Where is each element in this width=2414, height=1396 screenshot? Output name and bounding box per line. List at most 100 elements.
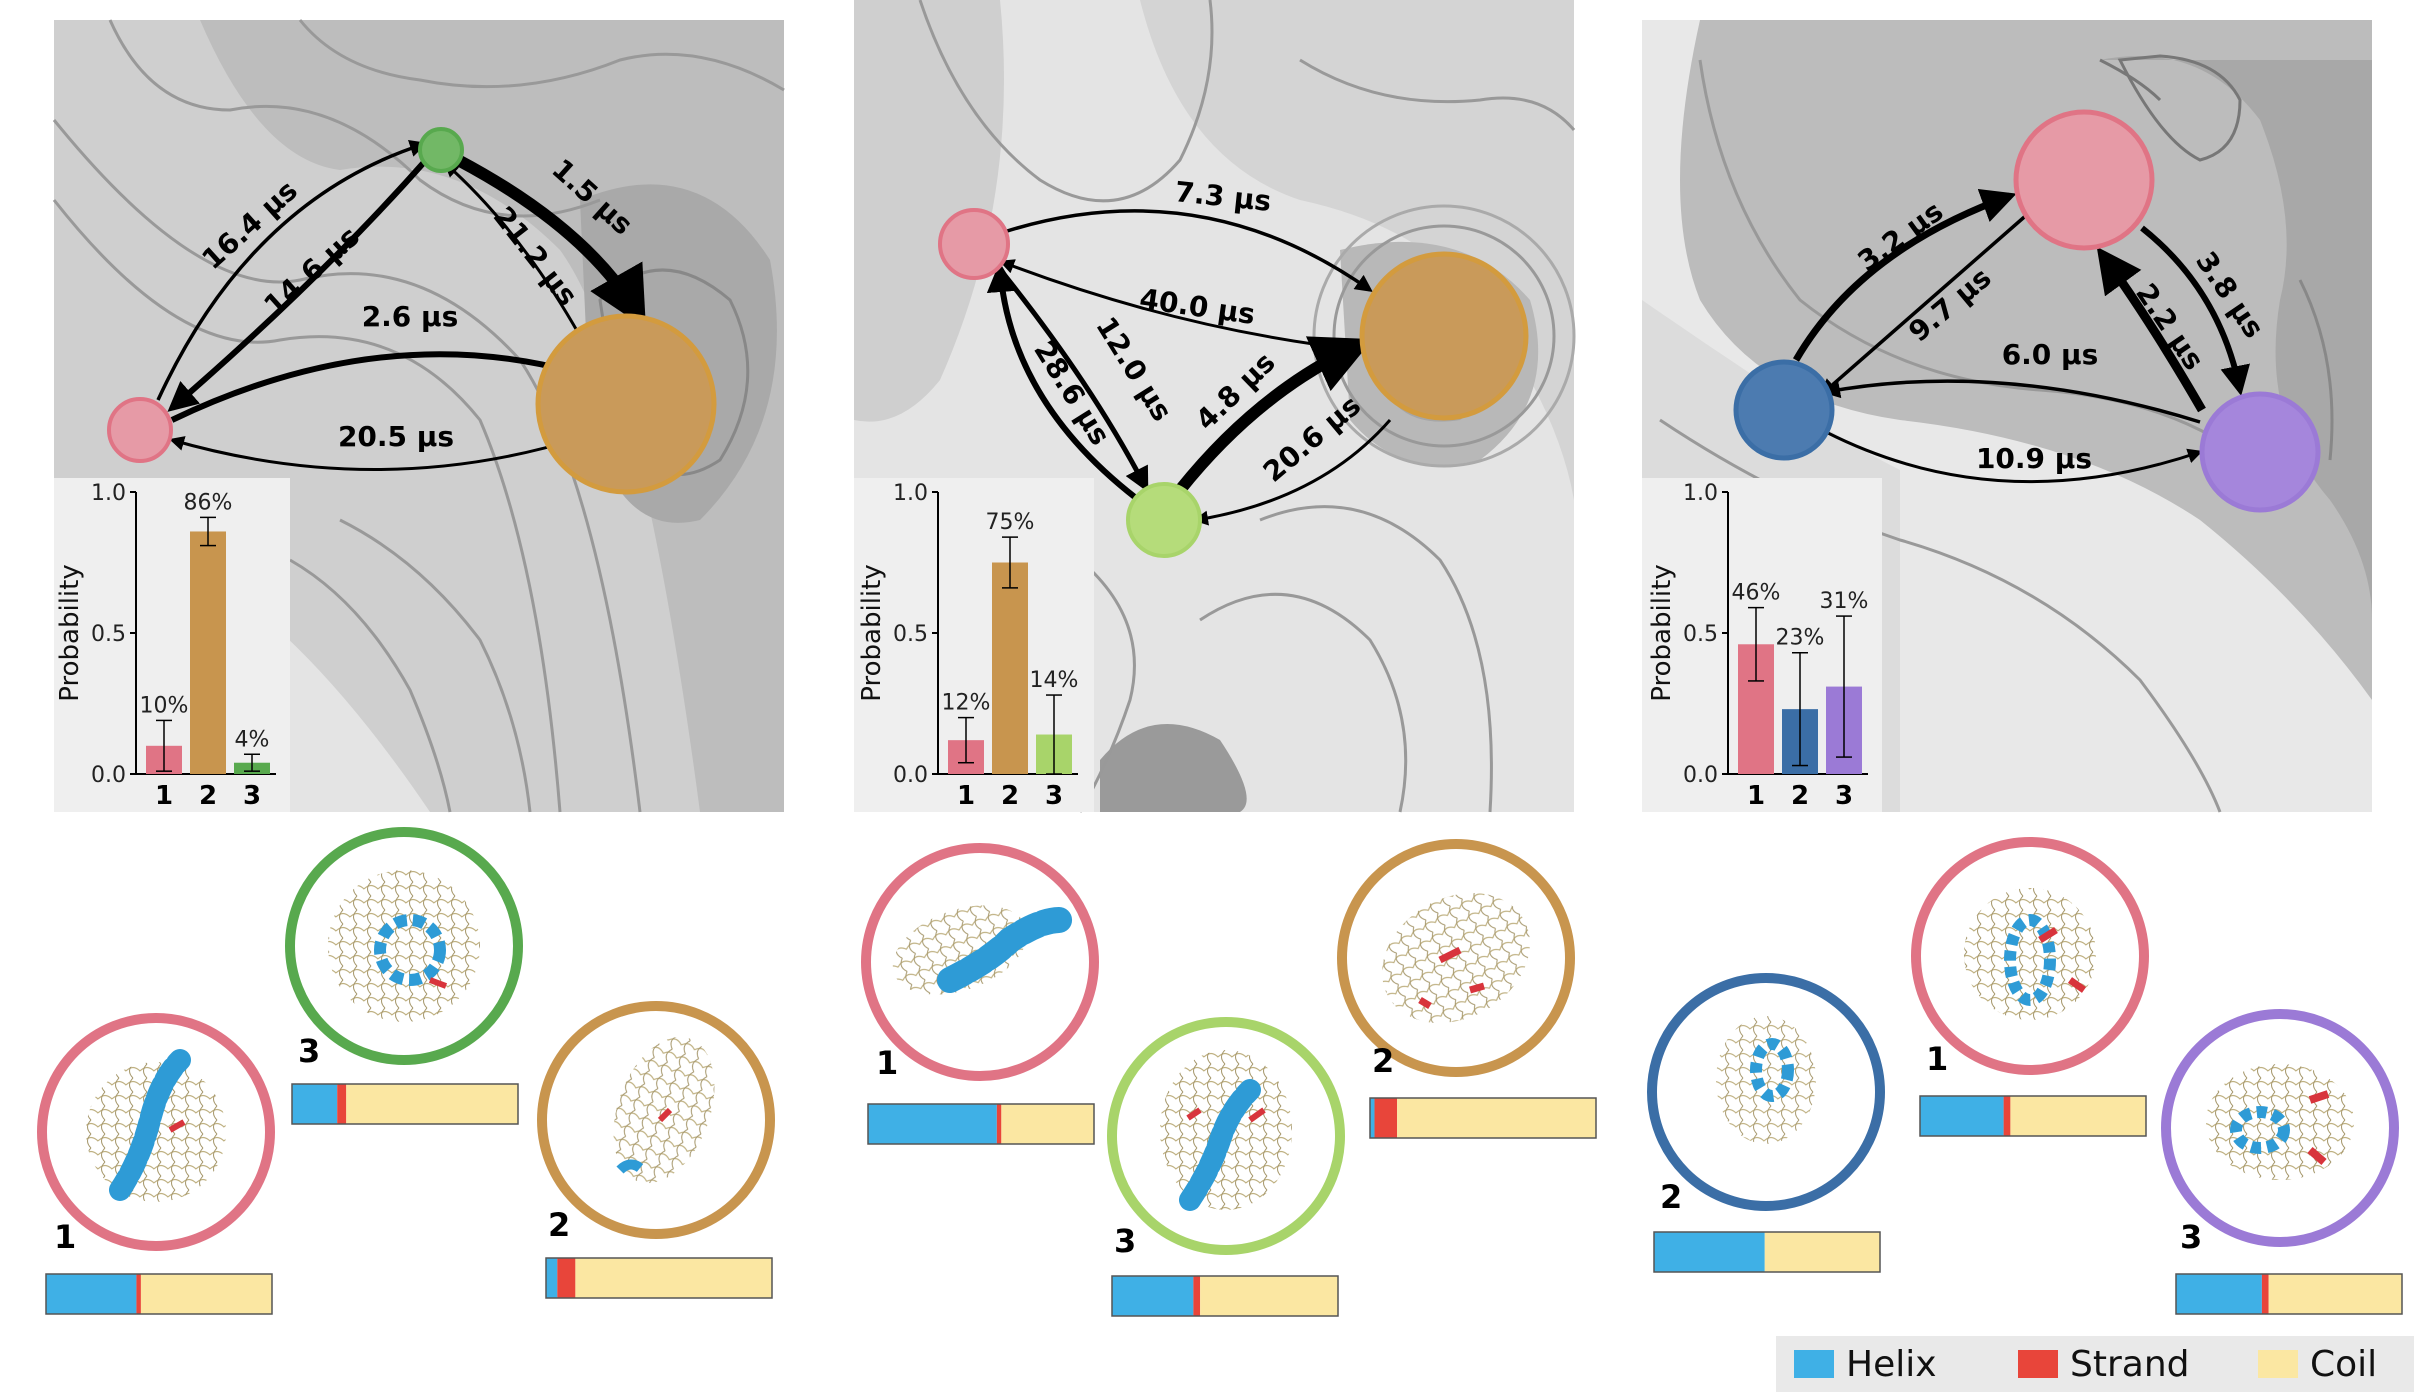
ss-bar-outline bbox=[1111, 1275, 1339, 1317]
coil-segment bbox=[575, 1258, 772, 1298]
y-tick-label: 0.0 bbox=[893, 763, 928, 788]
secondary-structure-bar bbox=[1111, 1275, 1339, 1317]
legend-label-helix: Helix bbox=[1846, 1343, 1937, 1385]
probability-bar bbox=[992, 562, 1028, 774]
transition-edges-2 bbox=[986, 209, 1392, 526]
y-tick-label: 0.5 bbox=[91, 622, 126, 647]
protein-ensemble-image bbox=[1964, 888, 2096, 1020]
x-tick-label: 3 bbox=[1835, 781, 1853, 811]
ss-bar-outline bbox=[867, 1103, 1095, 1145]
helix-segment bbox=[1370, 1098, 1375, 1138]
helix-segment bbox=[2176, 1274, 2262, 1314]
x-tick-label: 1 bbox=[957, 781, 975, 811]
protein-ensemble-image bbox=[1716, 1016, 1816, 1144]
secondary-structure-bar bbox=[1919, 1095, 2147, 1137]
panel-2: 7.3 µs 40.0 µs 12.0 µs 28.6 µs 4.8 µs 20… bbox=[854, 0, 1597, 1317]
edge-2-to-1 bbox=[169, 436, 581, 471]
ss-bar-outline bbox=[2175, 1273, 2403, 1315]
edge-label: 6.0 µs bbox=[2002, 338, 2099, 371]
y-axis-label: Probability bbox=[55, 564, 85, 701]
ss-bar-outline bbox=[291, 1083, 519, 1125]
coil-segment bbox=[2268, 1274, 2402, 1314]
structure-label: 2 bbox=[1372, 1042, 1394, 1080]
edge-1-to-3 bbox=[2140, 225, 2250, 396]
secondary-structure-bar bbox=[291, 1083, 519, 1125]
y-tick-label: 0.0 bbox=[1683, 763, 1718, 788]
secondary-structure-bar bbox=[867, 1103, 1095, 1145]
coil-swatch bbox=[2258, 1350, 2298, 1378]
state-node-2 bbox=[1733, 359, 1835, 461]
panel-3: 3.2 µs 9.7 µs 3.8 µs 2.2 µs 6.0 µs 10.9 … bbox=[1642, 20, 2403, 1315]
bar-value-label: 4% bbox=[235, 727, 270, 752]
probability-chart-2: 0.0 0.5 1.0 Probability 12% 1 75% 2 14% 3 bbox=[854, 478, 1094, 812]
secondary-structure-bar bbox=[1369, 1097, 1597, 1139]
bar-value-label: 14% bbox=[1030, 668, 1079, 693]
edge-2-to-3 bbox=[1193, 419, 1392, 526]
protein-ensemble-image bbox=[892, 905, 1073, 995]
structure-cluster-1: 1 bbox=[37, 1013, 275, 1315]
edge-label: 10.9 µs bbox=[1976, 442, 2092, 475]
helix-segment bbox=[868, 1104, 997, 1144]
edge-3-to-1 bbox=[167, 158, 429, 412]
probability-bar bbox=[190, 531, 226, 774]
helix-segment bbox=[1654, 1232, 1765, 1272]
x-tick-label: 2 bbox=[1791, 781, 1809, 811]
protein-ensemble-image bbox=[1160, 1050, 1292, 1211]
strand-segment bbox=[2261, 1274, 2269, 1314]
y-tick-label: 0.0 bbox=[91, 763, 126, 788]
structure-cluster-3: 3 bbox=[285, 827, 523, 1125]
edge-3-to-1 bbox=[2096, 246, 2206, 413]
state-node-3 bbox=[2199, 391, 2321, 513]
helix-segment bbox=[46, 1274, 137, 1314]
state-node-1 bbox=[107, 397, 173, 463]
y-tick-label: 0.5 bbox=[893, 622, 928, 647]
strand-segment bbox=[337, 1084, 347, 1124]
protein-ensemble-image bbox=[328, 870, 480, 1022]
state-node-3 bbox=[1126, 482, 1202, 558]
coil-segment bbox=[140, 1274, 272, 1314]
edge-1-to-2 bbox=[1003, 209, 1373, 293]
structure-label: 2 bbox=[548, 1206, 570, 1244]
protein-ensemble-image bbox=[1382, 893, 1530, 1023]
edge-3-to-1 bbox=[986, 262, 1138, 501]
structure-cluster-1: 1 bbox=[1911, 837, 2149, 1137]
structure-cluster-3: 3 bbox=[2161, 1009, 2403, 1315]
helix-segment bbox=[1112, 1276, 1194, 1316]
secondary-structure-bar bbox=[1653, 1231, 1881, 1273]
legend-label-strand: Strand bbox=[2070, 1343, 2190, 1385]
edge-1-to-3 bbox=[992, 260, 1149, 493]
coil-segment bbox=[1397, 1098, 1596, 1138]
secondary-structure-bar bbox=[45, 1273, 273, 1315]
state-node-1 bbox=[938, 208, 1010, 280]
legend-item-strand: Strand bbox=[2018, 1342, 2190, 1386]
secondary-structure-bar bbox=[545, 1257, 773, 1299]
protein-ensemble-image bbox=[86, 1049, 226, 1202]
structure-cluster-2: 2 bbox=[1647, 973, 1885, 1273]
y-axis-label: Probability bbox=[857, 564, 887, 701]
bar-value-label: 46% bbox=[1732, 581, 1781, 606]
strand-swatch bbox=[2018, 1350, 2058, 1378]
bar-value-label: 12% bbox=[942, 691, 991, 716]
strand-segment bbox=[557, 1258, 576, 1298]
protein-ensemble-image bbox=[613, 1036, 715, 1184]
edge-label: 2.6 µs bbox=[362, 300, 459, 333]
strand-segment bbox=[136, 1274, 141, 1314]
structure-label: 1 bbox=[876, 1044, 898, 1082]
edge-1-to-2 bbox=[170, 351, 580, 423]
y-tick-label: 1.0 bbox=[893, 481, 928, 506]
structure-cluster-3: 3 bbox=[1107, 1017, 1345, 1317]
edge-3-to-2 bbox=[1175, 336, 1373, 494]
structure-label: 1 bbox=[54, 1218, 76, 1256]
bar-value-label: 75% bbox=[986, 510, 1035, 535]
transition-edges-3 bbox=[1792, 189, 2250, 484]
coil-segment bbox=[1001, 1104, 1094, 1144]
edge-label: 20.5 µs bbox=[338, 420, 454, 453]
edge-1-to-2 bbox=[1819, 210, 2032, 397]
edge-2-to-3 bbox=[1825, 430, 2203, 484]
structure-cluster-2: 2 bbox=[537, 1001, 775, 1299]
x-tick-label: 3 bbox=[243, 781, 261, 811]
edge-2-to-1 bbox=[1792, 189, 2017, 362]
y-tick-label: 1.0 bbox=[1683, 481, 1718, 506]
structure-label: 3 bbox=[298, 1032, 320, 1070]
probability-chart-3: 0.0 0.5 1.0 Probability 46% 1 23% 2 31% 3 bbox=[1642, 478, 1882, 812]
